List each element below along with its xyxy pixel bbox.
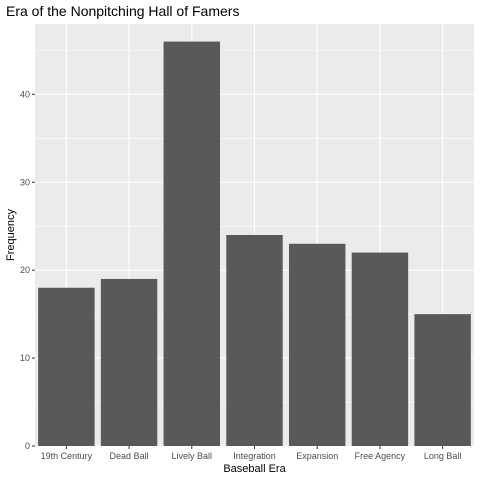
bar [38, 287, 95, 446]
x-tick-label: Long Ball [424, 451, 462, 461]
chart-title: Era of the Nonpitching Hall of Famers [6, 3, 239, 19]
bar [226, 235, 283, 446]
x-tick-label: Dead Ball [110, 451, 149, 461]
y-tick-label: 0 [25, 441, 30, 451]
bar [163, 41, 221, 446]
y-axis-ticks: 0 10 20 30 40 [20, 89, 35, 451]
x-tick-label: Lively Ball [172, 451, 213, 461]
bar [351, 252, 409, 446]
y-axis-title: Frequency [5, 209, 17, 261]
bar [288, 243, 346, 446]
x-axis-title: Baseball Era [223, 463, 286, 475]
x-tick-label: Expansion [296, 451, 338, 461]
y-tick-label: 30 [20, 177, 30, 187]
y-tick-label: 10 [20, 353, 30, 363]
bar [100, 278, 158, 446]
y-tick-label: 20 [20, 265, 30, 275]
x-tick-label: 19th Century [41, 451, 93, 461]
x-axis-ticks: 19th Century Dead Ball Lively Ball Integrat… [41, 446, 462, 461]
y-tick-label: 40 [20, 89, 30, 99]
x-tick-label: Integration [233, 451, 276, 461]
bar [414, 314, 471, 446]
bars [38, 41, 471, 446]
x-tick-label: Free Agency [355, 451, 406, 461]
